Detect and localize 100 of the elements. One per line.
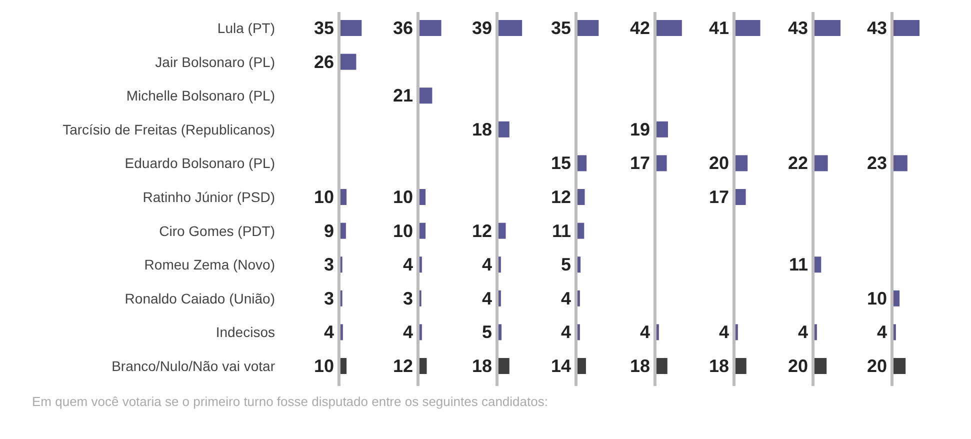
bar [498, 121, 510, 138]
y-tick-label: Romeu Zema (Novo) [144, 256, 275, 273]
bar [736, 189, 746, 205]
data-label: 10 [866, 288, 887, 308]
y-tick-label: Lula (PT) [217, 20, 275, 36]
data-label: 23 [866, 153, 887, 174]
data-label: 12 [472, 220, 492, 241]
bar [894, 290, 900, 306]
data-label: 43 [788, 18, 808, 38]
bar [656, 155, 667, 172]
bar [656, 121, 668, 138]
data-label: 22 [788, 153, 808, 174]
bar [656, 20, 682, 36]
data-label: 18 [708, 356, 729, 376]
y-tick-label: Michelle Bolsonaro (PL) [126, 88, 275, 104]
bar [736, 358, 746, 374]
data-label: 42 [630, 18, 650, 38]
bar [656, 358, 668, 374]
data-label: 18 [472, 356, 492, 376]
data-label: 12 [550, 187, 571, 207]
y-tick-label: Ratinho Júnior (PSD) [142, 189, 275, 205]
y-tick-label: Eduardo Bolsonaro (PL) [124, 155, 275, 172]
data-label: 21 [392, 86, 413, 106]
data-label: 20 [708, 153, 729, 174]
data-label: 5 [482, 322, 492, 342]
data-label: 19 [630, 119, 650, 140]
bar [814, 20, 840, 36]
bar [578, 222, 584, 239]
data-label: 4 [718, 322, 729, 342]
bar [894, 155, 908, 172]
data-label: 3 [402, 288, 413, 308]
y-tick-label: Indecisos [216, 324, 275, 340]
data-label: 9 [324, 220, 334, 241]
bar [340, 222, 346, 239]
bar [578, 358, 586, 374]
bar [340, 189, 347, 205]
data-label: 14 [550, 356, 571, 376]
data-label: 4 [560, 288, 571, 308]
data-label: 4 [798, 322, 808, 342]
data-label: 4 [876, 322, 887, 342]
bar [420, 358, 427, 374]
data-label: 35 [314, 18, 334, 38]
data-label: 39 [472, 18, 492, 38]
data-label: 20 [866, 356, 887, 376]
bar [498, 222, 506, 239]
bar [420, 20, 442, 36]
bar [420, 222, 426, 239]
data-label: 10 [314, 356, 334, 376]
data-label: 41 [708, 18, 729, 38]
data-label: 36 [392, 18, 413, 38]
data-label: 4 [482, 288, 492, 308]
bar [894, 358, 906, 374]
data-label: 10 [392, 187, 413, 207]
y-tick-label: Branco/Nulo/Não vai votar [112, 358, 276, 374]
data-label: 3 [324, 254, 334, 275]
data-label: 4 [560, 322, 571, 342]
data-label: 18 [630, 356, 650, 376]
data-label: 3 [324, 288, 334, 308]
data-label: 4 [402, 254, 413, 275]
data-label: 35 [550, 18, 571, 38]
data-label: 12 [392, 356, 413, 376]
text: Em quem você votaria se o primeiro turno fosse disputado entre os seguintes candidatos: [32, 394, 548, 409]
data-label: 17 [630, 153, 650, 174]
data-label: 4 [402, 322, 413, 342]
bar [814, 256, 822, 273]
bar [498, 324, 502, 340]
y-tick-label: Tarcísio de Freitas (Republicanos) [62, 121, 275, 138]
bar [814, 358, 827, 374]
data-label: 17 [708, 187, 729, 207]
bar [420, 189, 426, 205]
data-label: 4 [640, 322, 650, 342]
data-label: 11 [552, 220, 571, 241]
bar [814, 155, 828, 172]
data-label: 5 [560, 254, 571, 275]
data-label: 10 [314, 187, 334, 207]
data-label: 4 [324, 322, 334, 342]
bar [420, 88, 432, 104]
data-label: 20 [788, 356, 808, 376]
bar [340, 54, 356, 70]
data-label: 18 [472, 119, 492, 140]
bar [340, 358, 347, 374]
bar [578, 256, 581, 273]
bar [340, 20, 362, 36]
bar [498, 358, 510, 374]
data-label: 26 [314, 52, 334, 72]
y-tick-label: Jair Bolsonaro (PL) [155, 54, 275, 70]
y-tick-label: Ronaldo Caiado (União) [124, 290, 275, 306]
bar [578, 189, 585, 205]
bar [578, 155, 587, 172]
data-label: 15 [550, 153, 571, 174]
data-label: 11 [788, 254, 808, 275]
data-label: 4 [482, 254, 492, 275]
bar [736, 20, 760, 36]
bar [578, 20, 599, 36]
y-tick-label: Ciro Gomes (PDT) [159, 222, 275, 239]
bar [498, 20, 522, 36]
data-label: 43 [866, 18, 887, 38]
bar [894, 20, 920, 36]
bar [736, 155, 748, 172]
data-label: 10 [392, 220, 413, 241]
